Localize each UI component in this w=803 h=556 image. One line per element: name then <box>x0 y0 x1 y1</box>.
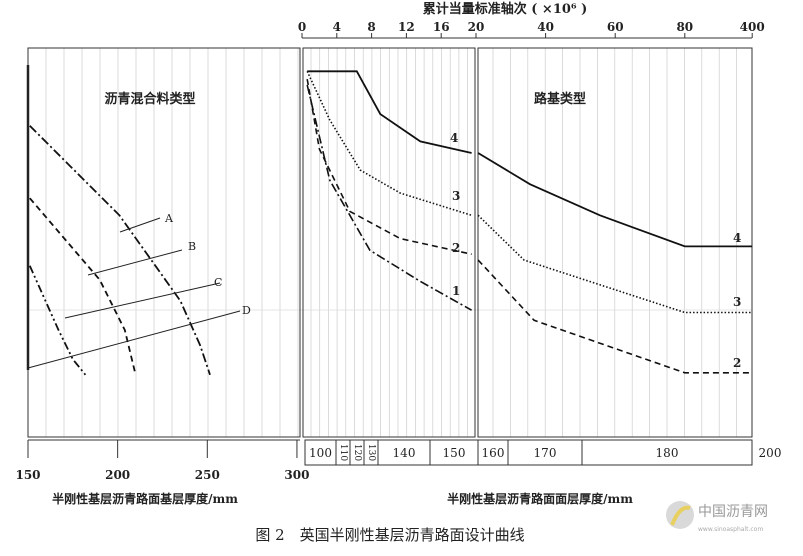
left-tick-label: 150 <box>15 468 40 482</box>
type-label-A: A <box>164 212 174 225</box>
curve-label-4: 4 <box>450 131 458 145</box>
leader-line-C <box>64 282 221 319</box>
top-tick-label: 80 <box>676 20 693 34</box>
figure-caption: 图 2 英国半刚性基层沥青路面设计曲线 <box>255 526 524 544</box>
left-curve <box>29 125 211 376</box>
top-tick-label: 40 <box>537 20 554 34</box>
left-xlabel: 半刚性基层沥青路面基层厚度/mm <box>52 491 238 506</box>
curve-label-2: 2 <box>452 241 460 255</box>
top-tick-label: 12 <box>398 20 415 34</box>
top-tick-label: 60 <box>607 20 624 34</box>
type-label-C: C <box>214 276 222 289</box>
leader-line-B <box>87 249 183 276</box>
curve-end-label-3: 3 <box>733 295 741 309</box>
band-label: 170 <box>534 446 557 460</box>
right-panel-frame <box>477 47 753 438</box>
top-tick-label: 20 <box>468 20 485 34</box>
band-label: 150 <box>443 446 466 460</box>
band-label: 130 <box>366 444 376 461</box>
type-label-D: D <box>242 304 251 317</box>
curve-4 <box>477 152 753 248</box>
leader-line-D <box>27 310 241 369</box>
curve-label-3: 3 <box>452 189 460 203</box>
curve-end-label-4: 4 <box>733 231 741 245</box>
left-tick-label: 300 <box>284 468 309 482</box>
right-xlabel: 半刚性基层沥青路面面层厚度/mm <box>447 491 633 506</box>
band-label: 100 <box>309 446 332 460</box>
curve-3 <box>306 70 472 217</box>
top-tick-label: 400 <box>740 20 765 34</box>
band-label: 160 <box>482 446 505 460</box>
curve-4 <box>307 70 472 154</box>
curve-1 <box>306 84 472 311</box>
curve-3 <box>477 214 753 314</box>
band-label: 140 <box>393 446 416 460</box>
curve-label-1: 1 <box>452 284 460 298</box>
watermark-logo: 中国沥青网 www.sinoasphalt.com <box>666 501 768 533</box>
curve-2 <box>306 78 472 255</box>
curve-end-label-2: 2 <box>733 356 741 370</box>
middle-panel-frame <box>302 47 476 438</box>
band-label: 110 <box>338 444 348 461</box>
left-tick-label: 200 <box>105 468 130 482</box>
left-curve <box>29 197 137 376</box>
watermark-name: 中国沥青网 <box>698 504 768 520</box>
top-tick-label: 4 <box>333 20 341 34</box>
top-tick-label: 0 <box>298 20 306 34</box>
top-tick-label: 16 <box>433 20 450 34</box>
left-panel-title: 沥青混合料类型 <box>104 91 195 107</box>
type-label-B: B <box>188 240 196 253</box>
right-panel-title: 路基类型 <box>534 91 586 107</box>
top-tick-label: 8 <box>367 20 375 34</box>
left-tick-label: 250 <box>195 468 220 482</box>
band-label: 180 <box>656 446 679 460</box>
leader-line-A <box>119 217 161 233</box>
curve-2 <box>477 259 753 374</box>
top-axis-title: 累计当量标准轴次 ( ×10⁶ ) <box>423 1 588 17</box>
band-label: 120 <box>352 444 362 461</box>
watermark-url: www.sinoasphalt.com <box>698 526 763 533</box>
left-curve <box>28 265 87 376</box>
band-label: 200 <box>759 446 782 460</box>
